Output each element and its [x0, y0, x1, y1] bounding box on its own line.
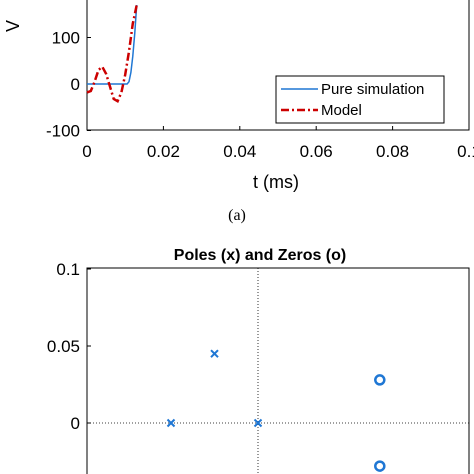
zero-marker: [374, 460, 386, 472]
pole-marker: [253, 418, 263, 428]
zero-marker: [374, 374, 386, 386]
chart-title-b: Poles (x) and Zeros (o): [174, 247, 346, 264]
x-tick-label-a: 0.06: [300, 142, 333, 161]
x-axis-label-a: t (ms): [253, 172, 299, 192]
x-tick-label-a: 0.1: [457, 142, 474, 161]
x-tick-label-a: 0.08: [376, 142, 409, 161]
pole-marker: [166, 418, 176, 428]
y-axis-label-a: V: [3, 20, 23, 32]
legend-box: [275, 75, 445, 124]
x-tick-label-a: 0.02: [147, 142, 180, 161]
axes-box-b: [86, 267, 470, 474]
y-tick-label-b: 0.05: [47, 337, 80, 356]
y-tick-label-a: -100: [46, 122, 80, 141]
x-tick-label-a: 0.04: [223, 142, 256, 161]
y-tick-label-a: 100: [52, 29, 80, 48]
y-tick-label-a: 0: [71, 75, 80, 94]
series-line-pure-simulation: [87, 4, 138, 85]
pole-marker: [210, 349, 219, 358]
legend-a: Pure simulation Model: [275, 75, 445, 124]
legend-label-model: Model: [321, 102, 362, 119]
panel-caption-a: (a): [228, 207, 246, 224]
y-tick-label-b: 0.1: [56, 260, 80, 279]
x-tick-label-a: 0: [82, 142, 91, 161]
legend-label-pure-simulation: Pure simulation: [321, 81, 424, 98]
axes-box-a: [86, 0, 470, 131]
series-line-model: [86, 4, 138, 103]
y-tick-label-b: 0: [71, 414, 80, 433]
panel-b-pole-zero: Poles (x) and Zeros (o) 0.1 0.05 0: [47, 247, 470, 474]
